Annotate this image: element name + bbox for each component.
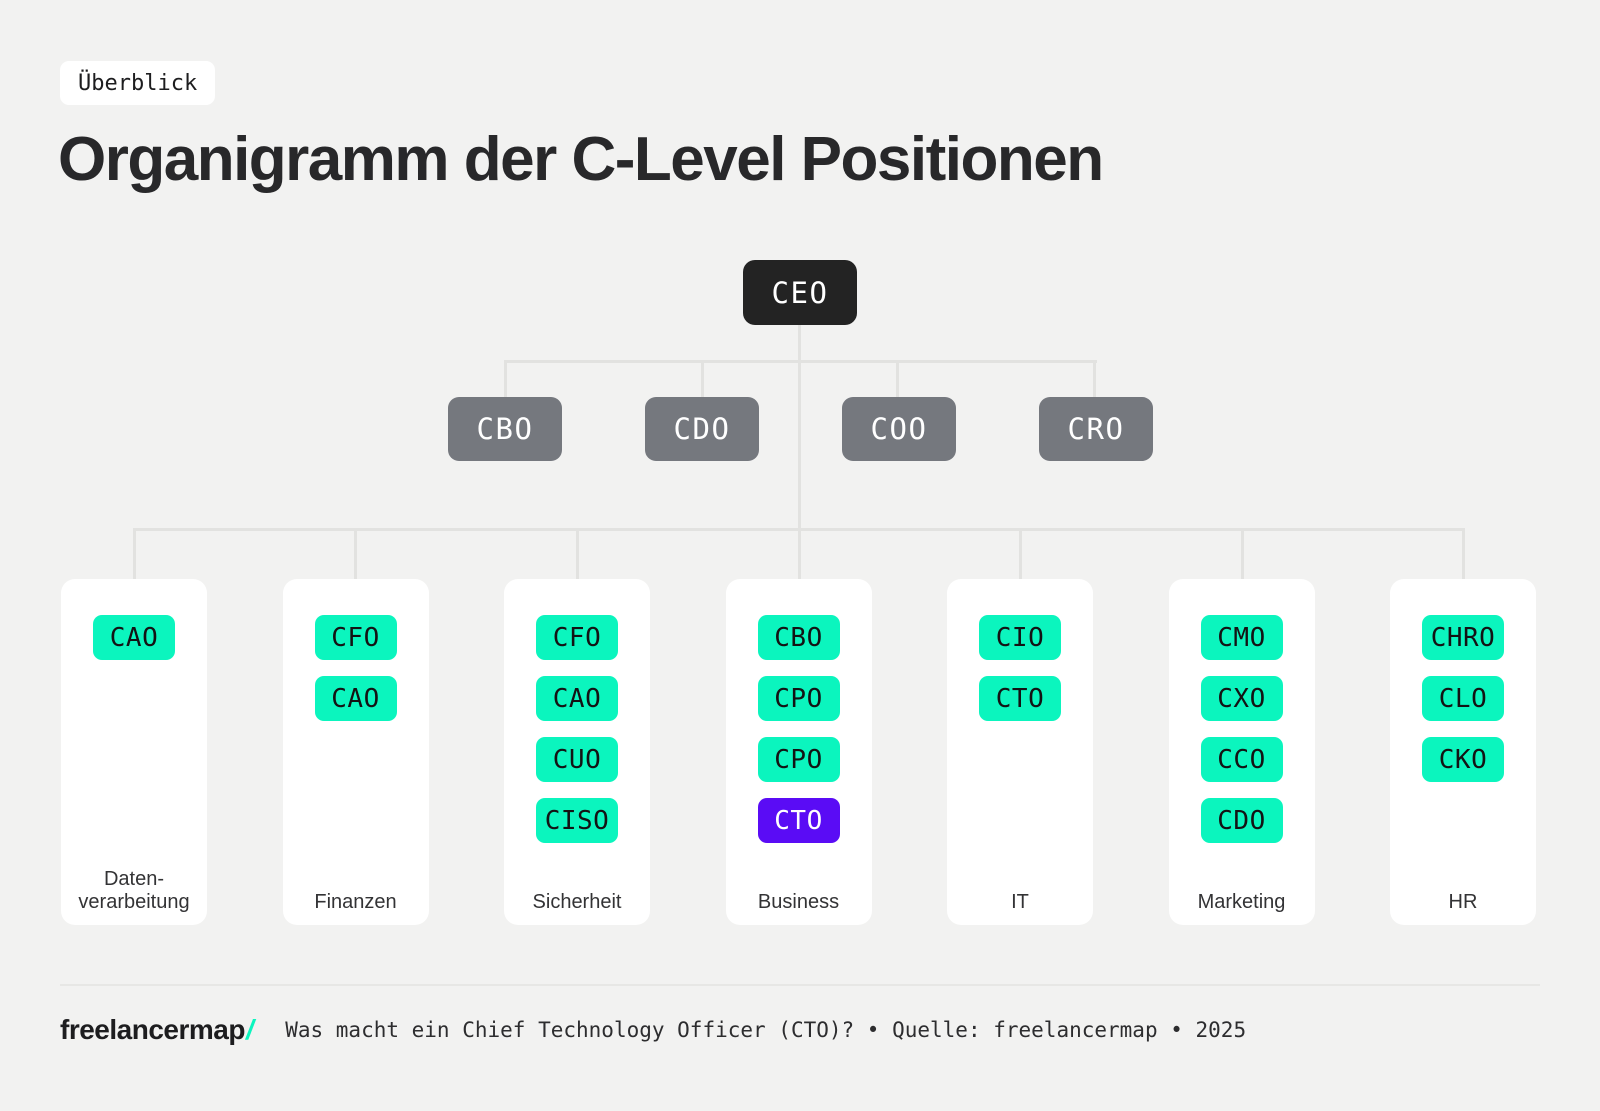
- department-card: CHRO CLO CKO HR: [1390, 579, 1536, 925]
- connector-group-drop: [1241, 528, 1244, 579]
- connector-group-drop: [1019, 528, 1022, 579]
- connector-trunk: [798, 325, 801, 531]
- chip-list: CMO CXO CCO CDO: [1169, 579, 1315, 843]
- level2-row: CBO CDO COO CRO: [448, 397, 1153, 461]
- node-coo: COO: [842, 397, 956, 461]
- footer-divider: [60, 984, 1540, 986]
- footer-caption: Was macht ein Chief Technology Officer (…: [285, 1018, 1247, 1042]
- role-chip-clo: CLO: [1422, 676, 1504, 721]
- connector-level2-drop: [504, 360, 507, 397]
- category-badge: Überblick: [60, 61, 216, 105]
- role-chip-cfo: CFO: [536, 615, 618, 660]
- role-chip-chro: CHRO: [1422, 615, 1504, 660]
- connector-level2-drop: [701, 360, 704, 397]
- chip-list: CFO CAO: [283, 579, 429, 721]
- chip-list: CAO: [61, 579, 207, 660]
- role-chip-cao: CAO: [536, 676, 618, 721]
- connector-group-drop: [1462, 528, 1465, 579]
- connector-group-drop: [354, 528, 357, 579]
- connector-level2-bar: [504, 360, 1097, 363]
- connector-level2-drop: [896, 360, 899, 397]
- department-card: CMO CXO CCO CDO Marketing: [1168, 579, 1315, 925]
- group-cards-row: CAO Daten- verarbeitung CFO CAO Finanzen …: [61, 579, 1536, 925]
- node-cbo: CBO: [448, 397, 562, 461]
- role-chip-cpo: CPO: [757, 676, 840, 721]
- connector-group-drop: [798, 528, 801, 579]
- role-chip-cfo: CFO: [314, 615, 397, 660]
- connector-level2-drop: [1093, 360, 1096, 397]
- chip-list: CFO CAO CUO CISO: [504, 579, 650, 843]
- role-chip-cko: CKO: [1422, 737, 1504, 782]
- department-label: HR: [1448, 891, 1478, 913]
- chip-list: CBO CPO CPO CTO: [726, 579, 872, 843]
- role-chip-cao: CAO: [93, 615, 175, 660]
- department-card: CBO CPO CPO CTO Business: [725, 579, 872, 925]
- brand-logo: freelancermap/: [60, 1014, 254, 1046]
- department-card: CFO CAO Finanzen: [282, 579, 429, 925]
- role-chip-ciso: CISO: [536, 798, 618, 843]
- role-chip-cbo: CBO: [757, 615, 840, 660]
- brand-logo-slash-icon: /: [245, 1014, 254, 1045]
- role-chip-cto: CTO: [757, 798, 840, 843]
- node-ceo: CEO: [743, 260, 857, 325]
- role-chip-cmo: CMO: [1200, 615, 1283, 660]
- role-chip-cco: CCO: [1200, 737, 1283, 782]
- connector-group-drop: [576, 528, 579, 579]
- department-label: Daten- verarbeitung: [78, 868, 190, 913]
- node-cro: CRO: [1039, 397, 1153, 461]
- role-chip-cxo: CXO: [1200, 676, 1283, 721]
- department-label: Finanzen: [314, 891, 397, 913]
- department-label: IT: [1011, 891, 1029, 913]
- department-label: Marketing: [1197, 891, 1286, 913]
- role-chip-cto: CTO: [979, 676, 1061, 721]
- role-chip-cao: CAO: [314, 676, 397, 721]
- department-card: CFO CAO CUO CISO Sicherheit: [504, 579, 650, 925]
- connector-group-drop: [133, 528, 136, 579]
- department-card: CIO CTO IT: [947, 579, 1093, 925]
- role-chip-cdo: CDO: [1200, 798, 1283, 843]
- chip-list: CIO CTO: [947, 579, 1093, 721]
- chip-list: CHRO CLO CKO: [1390, 579, 1536, 782]
- department-card: CAO Daten- verarbeitung: [61, 579, 207, 925]
- department-label: Business: [757, 891, 840, 913]
- role-chip-cuo: CUO: [536, 737, 618, 782]
- footer: freelancermap/ Was macht ein Chief Techn…: [60, 1012, 1246, 1048]
- brand-logo-text: freelancermap: [60, 1014, 245, 1045]
- node-cdo: CDO: [645, 397, 759, 461]
- role-chip-cpo: CPO: [757, 737, 840, 782]
- page-title: Organigramm der C-Level Positionen: [58, 125, 1104, 194]
- category-badge-label: Überblick: [78, 70, 198, 96]
- department-label: Sicherheit: [532, 891, 622, 913]
- role-chip-cio: CIO: [979, 615, 1061, 660]
